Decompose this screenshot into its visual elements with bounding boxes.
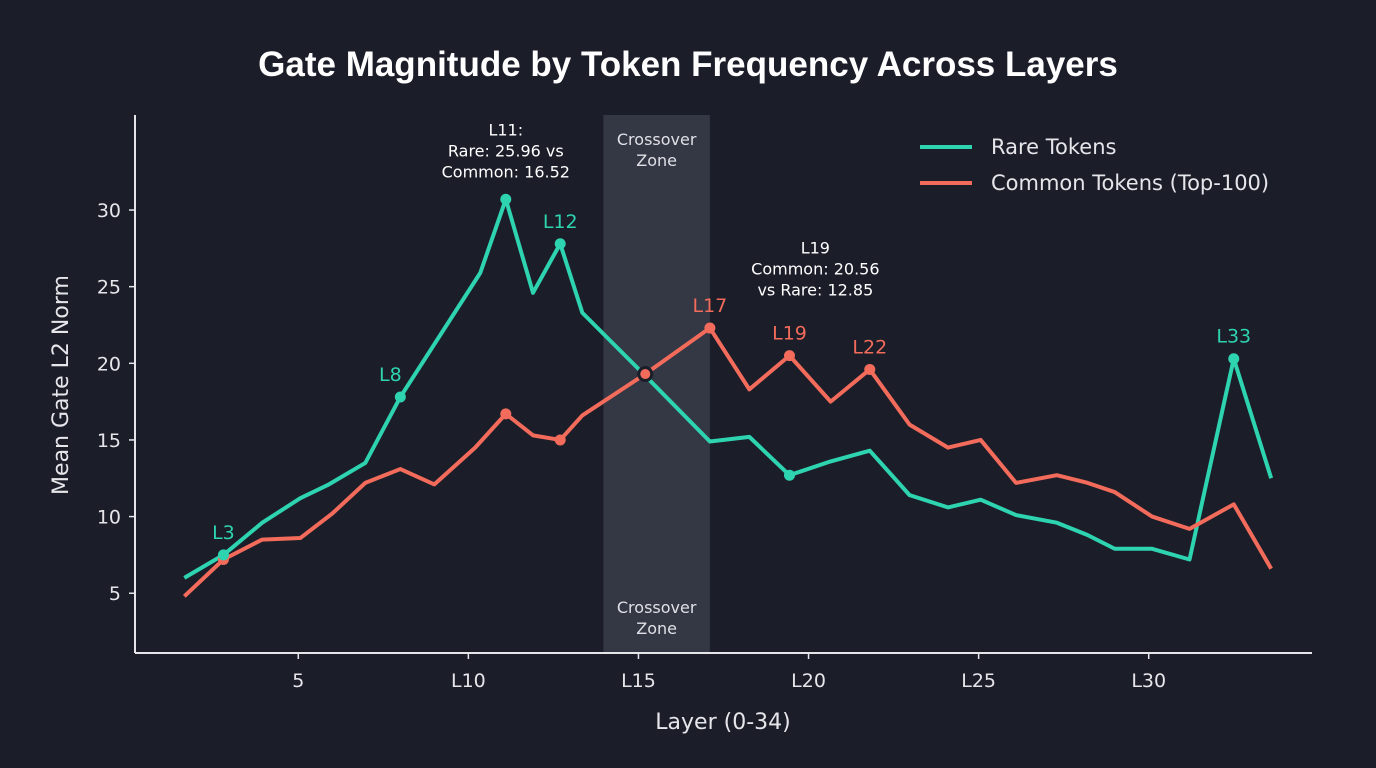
axes: 5 L10 L15 L20 L25 L30 5 10 15 20 25 30: [97, 115, 1312, 692]
crossover-zone-label-bottom: Crossover: [617, 598, 697, 617]
data-point-marker: [783, 350, 795, 362]
data-point-marker: [217, 549, 229, 561]
x-axis-label: Layer (0-34): [655, 710, 790, 735]
x-tick-label: L25: [961, 670, 996, 692]
common-tokens-line: [182, 326, 1273, 598]
markers: [217, 193, 1240, 566]
data-point-marker: [864, 363, 876, 375]
annotation-text: vs Rare: 12.85: [757, 281, 873, 300]
legend-label: Rare Tokens: [991, 135, 1116, 159]
annotation-text: Common: 20.56: [751, 260, 879, 279]
crossover-zone-label-bottom: Zone: [636, 619, 677, 638]
point-label: L17: [693, 295, 728, 317]
annotation-text: L19: [801, 239, 830, 258]
data-point-marker: [500, 408, 512, 420]
data-point-marker: [1228, 353, 1240, 365]
data-point-marker: [554, 434, 566, 446]
y-axis-label: Mean Gate L2 Norm: [49, 275, 74, 495]
legend: Rare Tokens Common Tokens (Top-100): [920, 135, 1269, 195]
x-tick-label: L30: [1131, 670, 1166, 692]
x-tick-label: L20: [791, 670, 826, 692]
point-label: L3: [212, 522, 235, 544]
point-label: L19: [772, 323, 807, 345]
y-tick-label: 15: [97, 430, 121, 452]
data-point-marker: [554, 238, 566, 250]
crossover-zone-band: [603, 115, 710, 653]
annotations: L11: Rare: 25.96 vs Common: 16.52 L19 Common…: [442, 120, 880, 299]
crossover-zone-label-top: Zone: [636, 151, 677, 170]
legend-label: Common Tokens (Top-100): [991, 171, 1269, 195]
annotation-text: L11:: [488, 120, 523, 139]
x-tick-label: L10: [451, 670, 486, 692]
data-point-marker: [704, 322, 716, 334]
crossover-zone: Crossover Zone Crossover Zone: [603, 115, 710, 653]
chart-title: Gate Magnitude by Token Frequency Across…: [258, 45, 1118, 84]
point-label: L22: [852, 336, 887, 358]
crossover-point-marker: [637, 366, 654, 383]
point-label: L33: [1216, 326, 1251, 348]
annotation-text: Common: 16.52: [442, 162, 570, 181]
data-point-marker: [500, 193, 512, 205]
series-lines: [182, 197, 1274, 598]
x-tick-label: L15: [621, 670, 656, 692]
point-label: L12: [543, 211, 578, 233]
annotation-text: Rare: 25.96 vs: [448, 141, 564, 160]
y-tick-label: 20: [97, 353, 121, 375]
y-tick-label: 5: [109, 583, 121, 605]
point-label: L8: [379, 364, 402, 386]
y-tick-label: 25: [97, 277, 121, 299]
y-tick-label: 30: [97, 200, 121, 222]
rare-tokens-line: [183, 197, 1274, 580]
data-point-marker: [394, 391, 406, 403]
y-tick-label: 10: [97, 507, 121, 529]
data-point-marker: [783, 469, 795, 481]
crossover-zone-label-top: Crossover: [617, 130, 697, 149]
point-labels: L3 L8 L12 L33 L17 L19 L22: [212, 211, 1251, 544]
x-tick-label: 5: [292, 670, 304, 692]
